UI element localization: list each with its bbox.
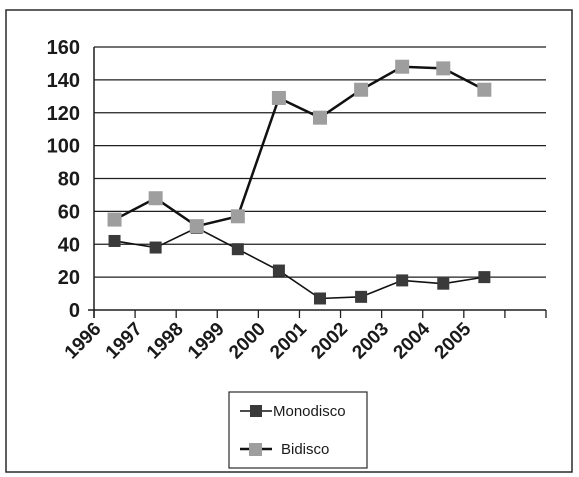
y-tick-label: 40 bbox=[58, 234, 80, 256]
y-tick-label: 0 bbox=[69, 300, 80, 322]
data-point-monodisco bbox=[396, 274, 409, 287]
data-point-bidisco bbox=[148, 191, 163, 206]
data-point-bidisco bbox=[477, 82, 492, 97]
data-point-bidisco bbox=[436, 61, 451, 76]
y-tick-label: 160 bbox=[47, 37, 80, 59]
series-line-monodisco bbox=[114, 226, 485, 300]
data-point-bidisco bbox=[230, 209, 245, 224]
data-point-bidisco bbox=[189, 219, 204, 234]
data-point-monodisco bbox=[478, 271, 491, 284]
data-point-monodisco bbox=[314, 292, 326, 305]
axes bbox=[88, 47, 547, 318]
legend-label-bidisco: Bidisco bbox=[281, 441, 329, 458]
y-tick-label: 120 bbox=[47, 103, 80, 125]
legend-marker-bidisco bbox=[249, 443, 262, 456]
data-point-monodisco bbox=[231, 243, 244, 256]
y-tick-label: 140 bbox=[47, 70, 80, 92]
data-point-monodisco bbox=[272, 264, 285, 277]
data-point-monodisco bbox=[149, 241, 162, 254]
legend-marker-monodisco bbox=[250, 405, 262, 417]
data-point-bidisco bbox=[313, 110, 327, 125]
data-point-bidisco bbox=[107, 212, 122, 227]
legend: Monodisco Bidisco bbox=[228, 391, 368, 469]
y-axis-ticks: 0 20 40 60 80 100 120 140 160 bbox=[47, 37, 80, 322]
data-point-monodisco bbox=[108, 234, 121, 247]
series-group bbox=[107, 59, 492, 305]
data-point-monodisco bbox=[437, 277, 450, 290]
data-point-bidisco bbox=[395, 59, 410, 74]
y-tick-label: 20 bbox=[58, 267, 80, 289]
y-tick-label: 100 bbox=[47, 136, 80, 158]
y-tick-label: 80 bbox=[58, 169, 80, 191]
y-tick-label: 60 bbox=[58, 201, 80, 223]
data-point-bidisco bbox=[271, 90, 286, 105]
legend-label-monodisco: Monodisco bbox=[273, 403, 346, 420]
data-point-monodisco bbox=[355, 290, 368, 303]
series-line-bidisco bbox=[113, 65, 485, 228]
data-point-bidisco bbox=[354, 82, 369, 97]
